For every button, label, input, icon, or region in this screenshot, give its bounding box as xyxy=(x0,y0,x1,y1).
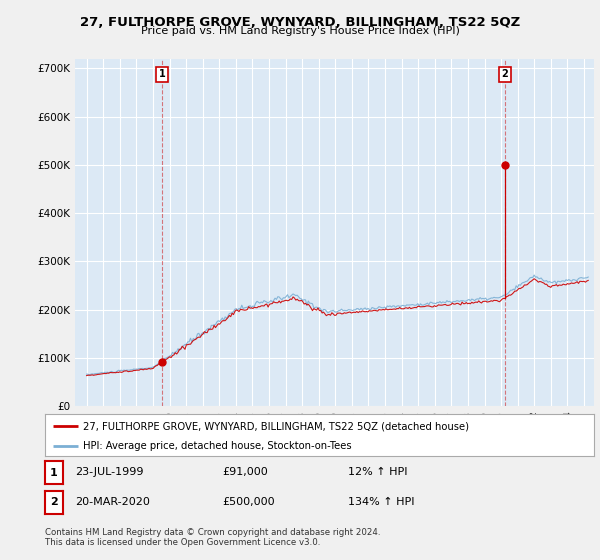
Text: 1: 1 xyxy=(159,69,166,79)
Text: 1: 1 xyxy=(50,468,58,478)
Text: 2: 2 xyxy=(50,497,58,507)
Text: £500,000: £500,000 xyxy=(222,497,275,507)
Text: 23-JUL-1999: 23-JUL-1999 xyxy=(75,466,143,477)
Text: Price paid vs. HM Land Registry's House Price Index (HPI): Price paid vs. HM Land Registry's House … xyxy=(140,26,460,36)
Text: HPI: Average price, detached house, Stockton-on-Tees: HPI: Average price, detached house, Stoc… xyxy=(83,441,352,451)
Text: 27, FULTHORPE GROVE, WYNYARD, BILLINGHAM, TS22 5QZ: 27, FULTHORPE GROVE, WYNYARD, BILLINGHAM… xyxy=(80,16,520,29)
Text: Contains HM Land Registry data © Crown copyright and database right 2024.
This d: Contains HM Land Registry data © Crown c… xyxy=(45,528,380,547)
Text: 12% ↑ HPI: 12% ↑ HPI xyxy=(348,466,407,477)
Text: 2: 2 xyxy=(502,69,508,79)
Text: 27, FULTHORPE GROVE, WYNYARD, BILLINGHAM, TS22 5QZ (detached house): 27, FULTHORPE GROVE, WYNYARD, BILLINGHAM… xyxy=(83,421,469,431)
Text: £91,000: £91,000 xyxy=(222,466,268,477)
Text: 134% ↑ HPI: 134% ↑ HPI xyxy=(348,497,415,507)
Text: 20-MAR-2020: 20-MAR-2020 xyxy=(75,497,150,507)
